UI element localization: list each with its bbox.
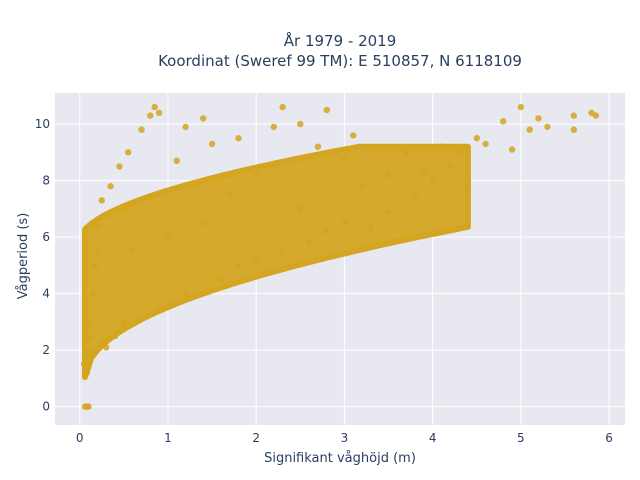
data-point	[305, 239, 313, 246]
data-point	[429, 177, 436, 184]
data-point	[208, 140, 216, 148]
y-axis-title: Vågperiod (s)	[16, 213, 31, 300]
data-point	[403, 149, 410, 156]
data-point	[341, 219, 348, 227]
data-point	[164, 233, 172, 241]
data-point	[323, 106, 330, 114]
point-density-region	[82, 143, 471, 380]
y-tick-labels: 0 2 4 6 8 10	[35, 117, 50, 414]
data-point	[89, 290, 97, 297]
x-tick-label: 6	[605, 431, 613, 445]
data-point	[226, 191, 233, 198]
data-point	[592, 112, 600, 119]
data-point	[120, 318, 128, 326]
data-point	[83, 369, 91, 376]
data-point	[200, 219, 207, 227]
data-point	[517, 103, 525, 111]
data-point	[279, 103, 286, 111]
chart-title-line-2: Koordinat (Sweref 99 TM): E 510857, N 61…	[158, 52, 522, 70]
data-point	[98, 197, 106, 204]
point-cloud	[82, 143, 471, 380]
data-point	[447, 163, 454, 170]
data-point	[270, 123, 277, 131]
data-point	[80, 361, 88, 368]
x-tick-label: 4	[429, 431, 437, 445]
data-point	[155, 109, 163, 117]
data-point	[323, 228, 330, 235]
data-point	[147, 112, 154, 119]
data-point	[182, 290, 189, 297]
y-tick-label: 0	[42, 400, 50, 414]
data-point	[482, 140, 489, 148]
data-point	[358, 183, 366, 190]
data-point	[129, 248, 136, 255]
data-point	[570, 126, 577, 133]
data-point	[279, 248, 286, 255]
data-point	[81, 403, 89, 410]
data-point	[155, 304, 163, 311]
data-point	[173, 157, 180, 164]
data-point	[85, 318, 92, 326]
y-tick-label: 6	[42, 230, 50, 244]
y-tick-label: 2	[42, 343, 50, 357]
data-point	[367, 225, 375, 232]
data-point	[253, 171, 260, 179]
data-point	[182, 123, 189, 131]
x-tick-label: 1	[164, 431, 172, 445]
data-point	[385, 171, 392, 179]
data-point	[411, 191, 419, 198]
data-point	[87, 335, 94, 342]
data-point	[235, 135, 242, 142]
chart-title-line-1: År 1979 - 2019	[284, 31, 397, 50]
data-point	[125, 149, 132, 156]
data-point	[544, 123, 551, 131]
x-tick-label: 3	[341, 431, 349, 445]
x-tick-label: 2	[252, 431, 260, 445]
data-point	[473, 135, 480, 142]
y-tick-label: 8	[42, 174, 50, 188]
x-tick-label: 5	[517, 431, 525, 445]
data-point	[138, 126, 145, 133]
data-point	[85, 349, 92, 357]
data-point	[111, 332, 119, 340]
data-point	[94, 222, 101, 229]
data-point	[535, 115, 542, 122]
data-point	[94, 248, 101, 255]
data-point	[438, 143, 445, 150]
data-point	[508, 146, 516, 153]
data-points	[80, 103, 600, 410]
data-point	[455, 149, 463, 156]
data-point	[103, 344, 110, 351]
data-point	[253, 256, 260, 263]
data-point	[92, 262, 99, 269]
data-point	[116, 163, 123, 170]
data-point	[500, 118, 507, 125]
data-point	[464, 183, 472, 190]
data-point	[120, 205, 128, 212]
data-point	[107, 183, 114, 190]
data-point	[570, 112, 577, 119]
data-point	[151, 103, 158, 111]
data-point	[350, 132, 357, 139]
data-point	[235, 262, 242, 269]
data-point	[341, 154, 348, 162]
data-point	[297, 120, 304, 128]
y-tick-label: 10	[35, 117, 50, 131]
x-tick-labels: 0 1 2 3 4 5 6	[76, 431, 613, 445]
data-point	[103, 211, 110, 218]
data-point	[200, 115, 207, 122]
data-point	[217, 276, 225, 283]
data-point	[420, 168, 427, 176]
y-tick-label: 4	[42, 287, 50, 301]
data-point	[297, 205, 304, 212]
x-tick-label: 0	[76, 431, 84, 445]
data-point	[526, 126, 533, 133]
data-point	[314, 143, 322, 150]
data-point	[385, 208, 392, 215]
x-axis-title: Signifikant våghöjd (m)	[264, 451, 416, 466]
